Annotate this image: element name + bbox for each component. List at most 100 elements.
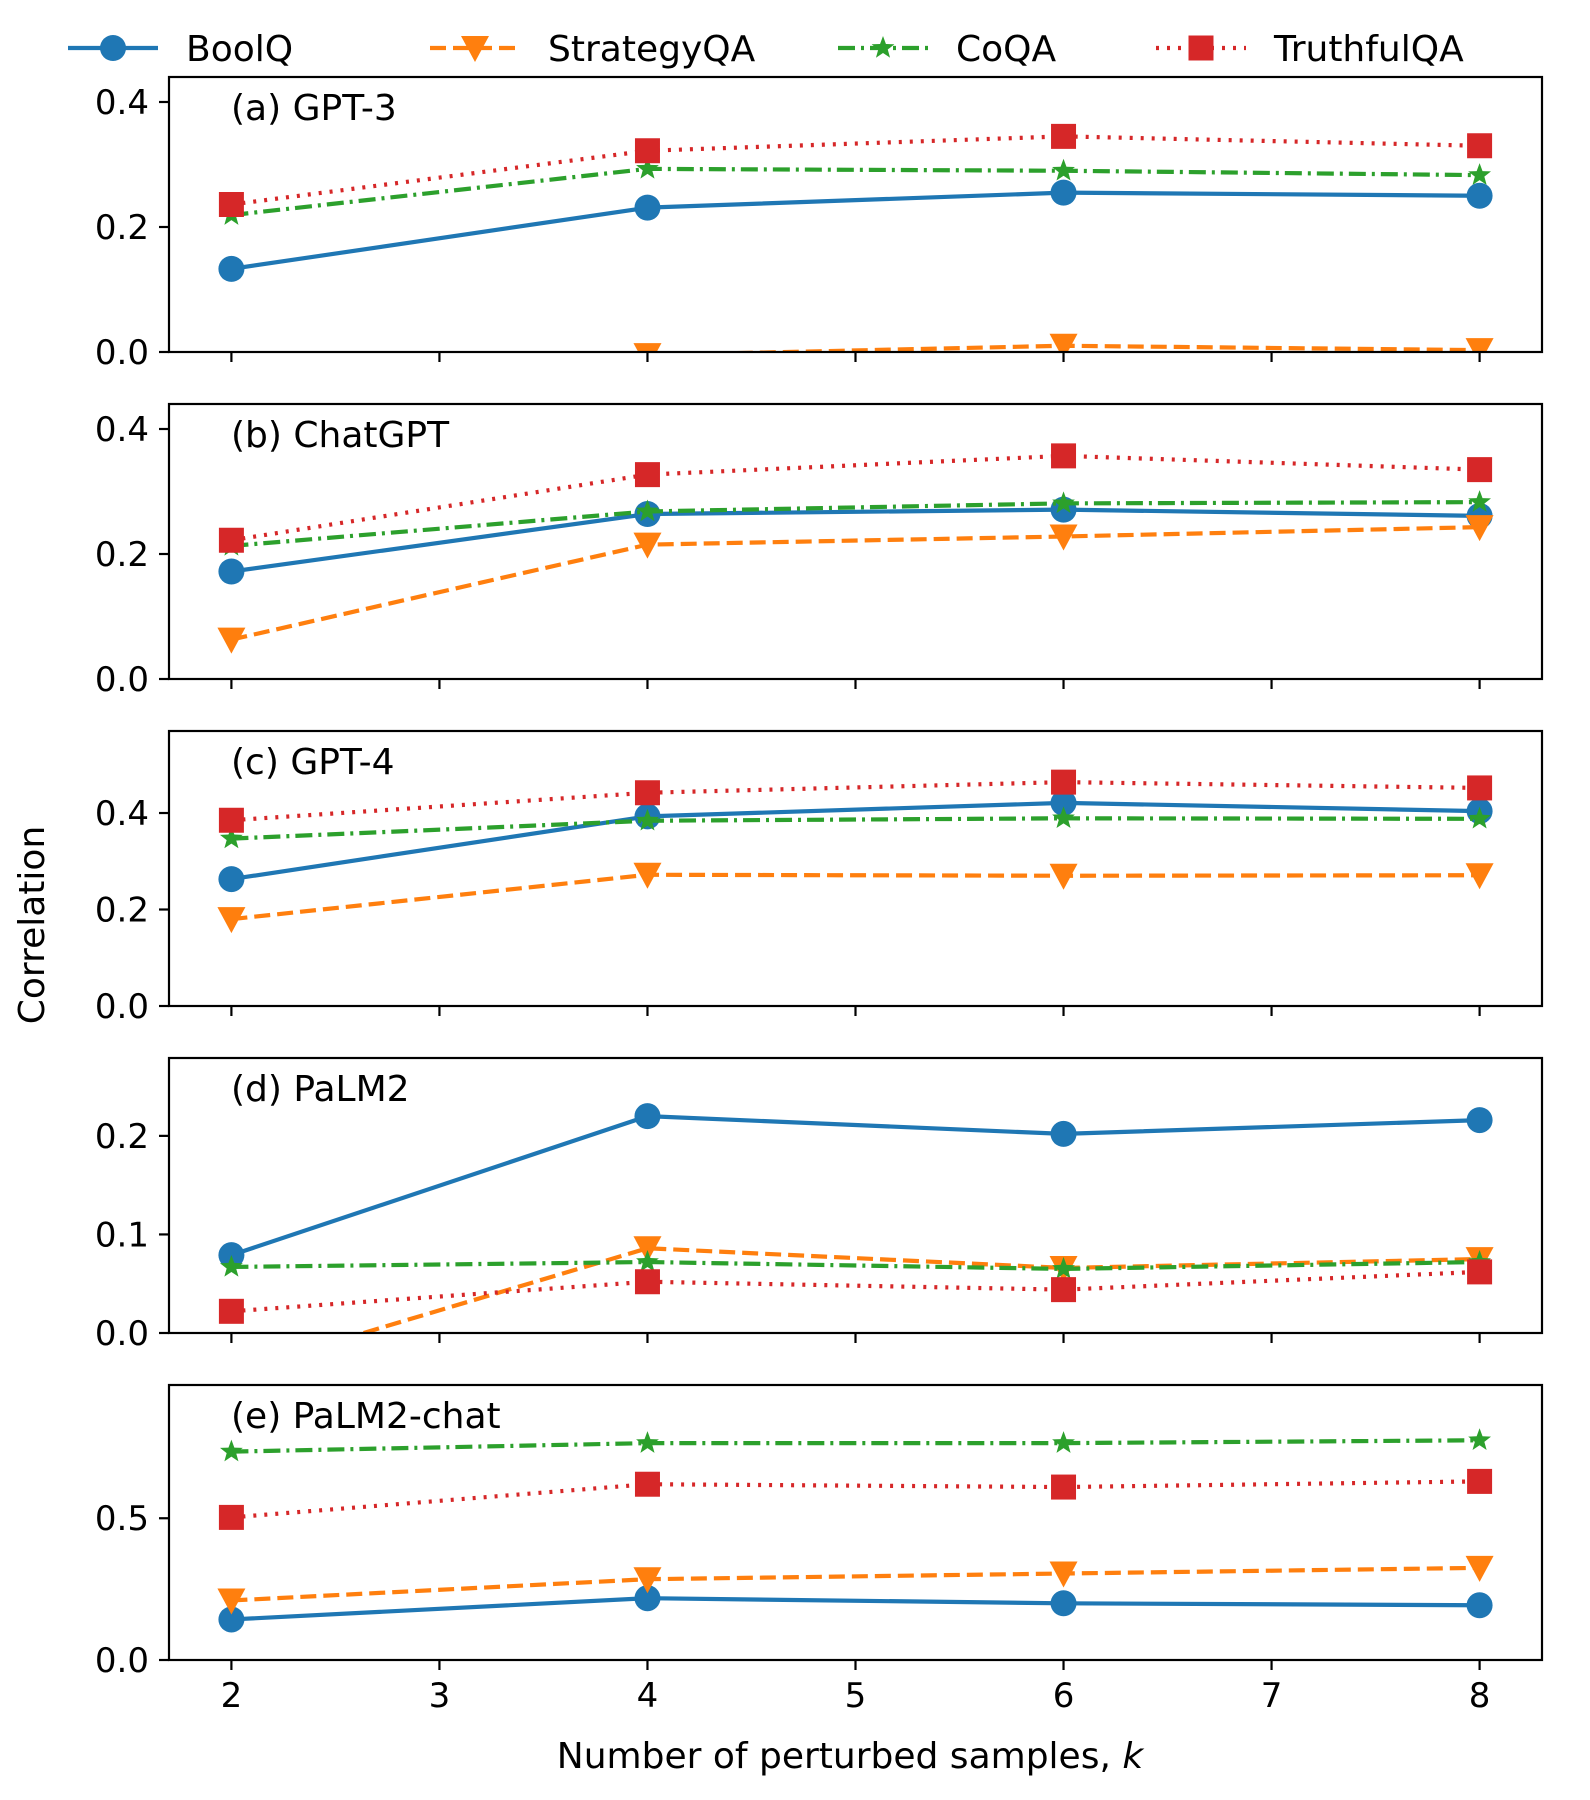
y-tick-label: 0.4 <box>95 794 149 834</box>
data-point-strategyqa-k6 <box>1049 1561 1078 1588</box>
data-point-strategyqa-k6 <box>1049 863 1078 890</box>
series-line-boolq <box>231 1596 1480 1622</box>
y-tick-label: 0.1 <box>95 1215 149 1255</box>
data-point-strategyqa-k8 <box>1465 863 1494 890</box>
series-line-boolq <box>230 1114 1480 1258</box>
data-point-coqa-k8 <box>1468 1428 1491 1450</box>
series-strategyqa <box>217 862 1494 934</box>
panel-title: (e) PaLM2-chat <box>231 1396 501 1437</box>
series-strategyqa <box>217 1555 1494 1615</box>
series-line-boolq <box>231 800 1480 882</box>
y-tick-label: 0.0 <box>95 333 149 373</box>
legend-item-coqa: CoQA <box>838 29 1056 70</box>
data-point-truthfulqa-k2 <box>218 527 244 553</box>
data-point-strategyqa-k4 <box>633 1236 662 1263</box>
data-point-truthfulqa-k8 <box>1467 457 1493 483</box>
series-strategyqa <box>217 515 1494 654</box>
panel-d-palm2: 0.0 0.1 0.2 (d) PaLM2 <box>95 1056 1544 1386</box>
series-truthfulqa <box>218 443 1493 553</box>
data-point-coqa-k6 <box>1052 491 1075 514</box>
data-point-truthfulqa-k4 <box>634 462 660 488</box>
data-point-truthfulqa-k4 <box>634 780 660 806</box>
series-line-coqa <box>231 816 1480 841</box>
y-tick-label: 0.2 <box>95 535 149 575</box>
data-point-strategyqa-k2 <box>217 1360 245 1386</box>
panel-title: (b) ChatGPT <box>231 415 450 456</box>
series-truthfulqa <box>218 769 1493 833</box>
data-point-coqa-k6 <box>1052 158 1075 181</box>
series-line-coqa <box>231 1438 1480 1454</box>
series-line-strategyqa <box>231 872 1480 922</box>
data-point-coqa-k6 <box>1052 806 1075 829</box>
legend-label-strategyqa: StrategyQA <box>548 29 756 70</box>
series-line-truthfulqa <box>231 1479 1480 1520</box>
series-truthfulqa <box>218 1468 1493 1530</box>
series-coqa <box>220 1250 1491 1279</box>
data-point-truthfulqa-k6 <box>1051 1474 1077 1500</box>
panels: 0.00.20.4 (a) GPT-30.00.20.4 (b) ChatGPT0.… <box>95 75 1544 1716</box>
y-axis-label: Correlation <box>12 826 53 1025</box>
data-point-strategyqa-k2 <box>217 365 245 391</box>
data-point-strategyqa-k6 <box>1049 333 1078 352</box>
x-tick-label: 4 <box>637 1676 659 1716</box>
data-point-truthfulqa-k6 <box>1051 443 1077 469</box>
data-point-truthfulqa-k8 <box>1467 133 1493 159</box>
data-point-truthfulqa-k2 <box>218 192 244 217</box>
panel-b-chatgpt: 0.0 0.2 0.4 (b) ChatGPT <box>95 402 1544 700</box>
series-line-coqa <box>231 166 1480 218</box>
data-point-truthfulqa-k8 <box>1467 1259 1493 1285</box>
data-point-strategyqa-k4 <box>633 862 662 889</box>
data-point-truthfulqa-k6 <box>1051 1277 1077 1303</box>
legend-item-strategyqa: StrategyQA <box>430 29 756 70</box>
legend: BoolQ StrategyQA CoQA TruthfulQA <box>68 29 1464 70</box>
data-point-truthfulqa-k6 <box>1051 123 1077 149</box>
series-line-coqa <box>231 1259 1480 1272</box>
series-line-coqa <box>231 500 1480 548</box>
data-point-coqa-k4 <box>636 1250 659 1272</box>
series-line-boolq <box>231 190 1480 271</box>
x-tick-label: 3 <box>429 1676 451 1716</box>
series-coqa <box>220 156 1491 225</box>
data-point-boolq-k4 <box>634 194 661 221</box>
data-point-truthfulqa-k8 <box>1467 1468 1493 1494</box>
panel-e-palm2-chat: 0.0 0.5 2 3 4 5 6 7 8 (e) PaLM2-chat <box>95 1383 1544 1716</box>
data-point-boolq-k6 <box>1050 179 1077 206</box>
legend-marker-coqa <box>871 36 895 58</box>
series-coqa <box>220 806 1491 849</box>
data-point-coqa-k2 <box>220 1254 243 1277</box>
data-point-truthfulqa-k8 <box>1467 775 1493 801</box>
legend-marker-boolq <box>100 35 126 61</box>
data-point-boolq-k4 <box>634 1103 661 1130</box>
y-tick-label: 0.0 <box>95 1314 149 1354</box>
data-point-truthfulqa-k4 <box>634 1269 660 1295</box>
legend-marker-strategyqa <box>461 36 489 62</box>
panel-a-gpt-3: 0.0 0.2 0.4 (a) GPT-3 <box>95 75 1544 391</box>
data-point-strategyqa-k6 <box>1049 524 1078 551</box>
data-point-truthfulqa-k2 <box>218 1298 244 1324</box>
panel-title: (c) GPT-4 <box>231 742 395 783</box>
data-point-coqa-k8 <box>1468 163 1491 185</box>
panel-c-gpt-4: 0.0 0.2 0.4 (c) GPT-4 <box>95 729 1544 1027</box>
data-point-coqa-k2 <box>220 826 243 849</box>
series-boolq <box>218 179 1493 282</box>
series-line-truthfulqa <box>231 453 1480 543</box>
y-tick-label: 0.0 <box>95 987 149 1027</box>
data-point-boolq-k2 <box>218 1606 245 1633</box>
series-line-strategyqa <box>231 1565 1480 1603</box>
data-point-coqa-k4 <box>636 808 659 831</box>
y-tick-label: 0.2 <box>95 208 149 248</box>
legend-marker-truthfulqa <box>1188 35 1214 61</box>
x-axis-label-text: Number of perturbed samples, <box>557 1736 1123 1777</box>
legend-label-coqa: CoQA <box>956 29 1056 70</box>
data-point-coqa-k8 <box>1468 490 1491 512</box>
panel-title: (d) PaLM2 <box>231 1069 410 1110</box>
y-tick-label: 0.5 <box>95 1499 149 1539</box>
series-line-truthfulqa <box>231 1269 1480 1314</box>
data-point-strategyqa-k2 <box>217 907 246 934</box>
data-point-strategyqa-k8 <box>1465 515 1494 542</box>
series-coqa <box>220 1428 1491 1462</box>
y-tick-label: 0.2 <box>95 1117 149 1157</box>
data-point-strategyqa-k8 <box>1465 1555 1494 1582</box>
data-point-coqa-k8 <box>1468 806 1491 829</box>
